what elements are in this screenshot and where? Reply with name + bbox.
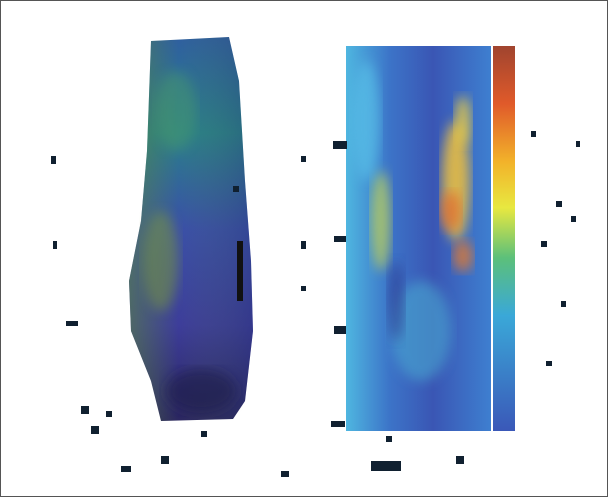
pixel [233, 186, 239, 192]
heatmap-spot [143, 211, 179, 311]
pixel [301, 156, 306, 162]
pixel [333, 141, 347, 149]
left-heatmap [129, 37, 253, 421]
pixel [531, 131, 536, 137]
pixel [334, 326, 346, 334]
pixel [571, 216, 576, 222]
heatmap-streak [453, 240, 473, 272]
pixel [301, 286, 306, 291]
pixel [331, 421, 345, 427]
pixel [106, 411, 112, 417]
pixel [541, 241, 547, 247]
pixel [556, 201, 562, 207]
pixel [334, 236, 346, 242]
heatmap-streak [455, 96, 471, 146]
heatmap-streak [441, 191, 461, 231]
pixel [161, 456, 169, 464]
pixel [546, 361, 552, 366]
heatmap-streak [388, 261, 404, 341]
heatmap-spot [156, 71, 196, 151]
figure-frame [0, 0, 608, 497]
pixel [456, 456, 464, 464]
right-heatmap [346, 46, 491, 431]
pixel [81, 406, 89, 414]
pixel [66, 321, 78, 326]
pixel [51, 156, 56, 164]
pixel [53, 241, 57, 249]
pixel [561, 301, 566, 307]
pixel [91, 426, 99, 434]
figure [1, 1, 607, 496]
pixel [281, 471, 289, 477]
heatmap-spot [166, 369, 236, 413]
heatmap-streak [371, 171, 391, 271]
pixel [386, 436, 392, 442]
colorbar [493, 46, 515, 431]
pixel [576, 141, 580, 147]
pixel [201, 431, 207, 437]
heatmap-streak [352, 61, 380, 181]
pixel [121, 466, 131, 472]
dark-marks [237, 241, 243, 301]
pixel [301, 241, 306, 249]
pixel [371, 461, 401, 471]
